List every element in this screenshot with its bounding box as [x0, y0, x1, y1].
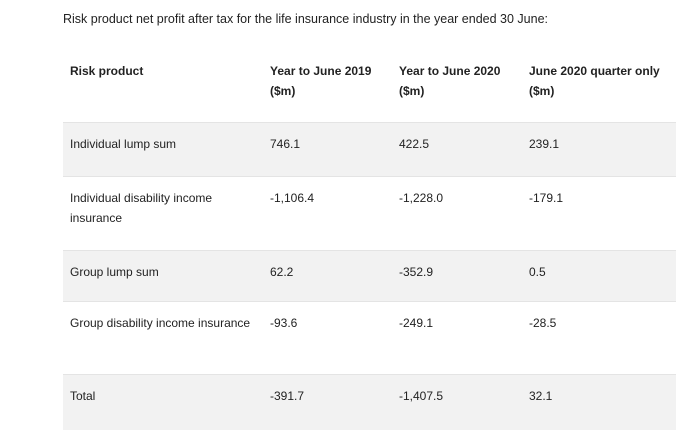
value-cell: -391.7 [270, 389, 305, 403]
table-body: Individual lump sum 746.1 422.5 239.1 Indivi… [63, 122, 676, 430]
value-cell: 239.1 [529, 137, 560, 151]
value-cell: 0.5 [529, 265, 546, 279]
value-cell: 422.5 [399, 137, 430, 151]
value-cell: 746.1 [270, 137, 301, 151]
table-row: Group disability income insurance -93.6 -2… [63, 301, 676, 375]
value-cell: 62.2 [270, 265, 294, 279]
product-cell: Individual lump sum [70, 137, 177, 151]
column-header: Year to June 2020 ($m) [399, 64, 501, 98]
value-cell: -1,106.4 [270, 191, 315, 205]
value-cell: -93.6 [270, 316, 298, 330]
profit-table: Risk product Year to June 2019 ($m) Year t… [63, 50, 676, 430]
value-cell: -352.9 [399, 265, 434, 279]
value-cell: -249.1 [399, 316, 434, 330]
product-cell: Group disability income insurance [70, 316, 251, 330]
product-cell: Group lump sum [70, 265, 159, 279]
value-cell: 32.1 [529, 389, 553, 403]
product-cell: Total [70, 389, 96, 403]
value-cell: -1,407.5 [399, 389, 444, 403]
column-header: June 2020 quarter only ($m) [529, 64, 660, 98]
table-row: Group lump sum 62.2 -352.9 0.5 [63, 250, 676, 302]
column-header: Risk product [70, 64, 144, 78]
table-row: Total -391.7 -1,407.5 32.1 [63, 374, 676, 430]
value-cell: -1,228.0 [399, 191, 444, 205]
value-cell: -179.1 [529, 191, 564, 205]
intro-text: Risk product net profit after tax for th… [63, 12, 548, 26]
header-row: Risk product Year to June 2019 ($m) Year t… [63, 50, 676, 123]
table-row: Individual disability income insurance -1… [63, 176, 676, 251]
column-header: Year to June 2019 ($m) [270, 64, 372, 98]
table-head: Risk product Year to June 2019 ($m) Year t… [63, 50, 676, 123]
table-row: Individual lump sum 746.1 422.5 239.1 [63, 122, 676, 177]
value-cell: -28.5 [529, 316, 557, 330]
product-cell: Individual disability income insurance [70, 191, 213, 225]
